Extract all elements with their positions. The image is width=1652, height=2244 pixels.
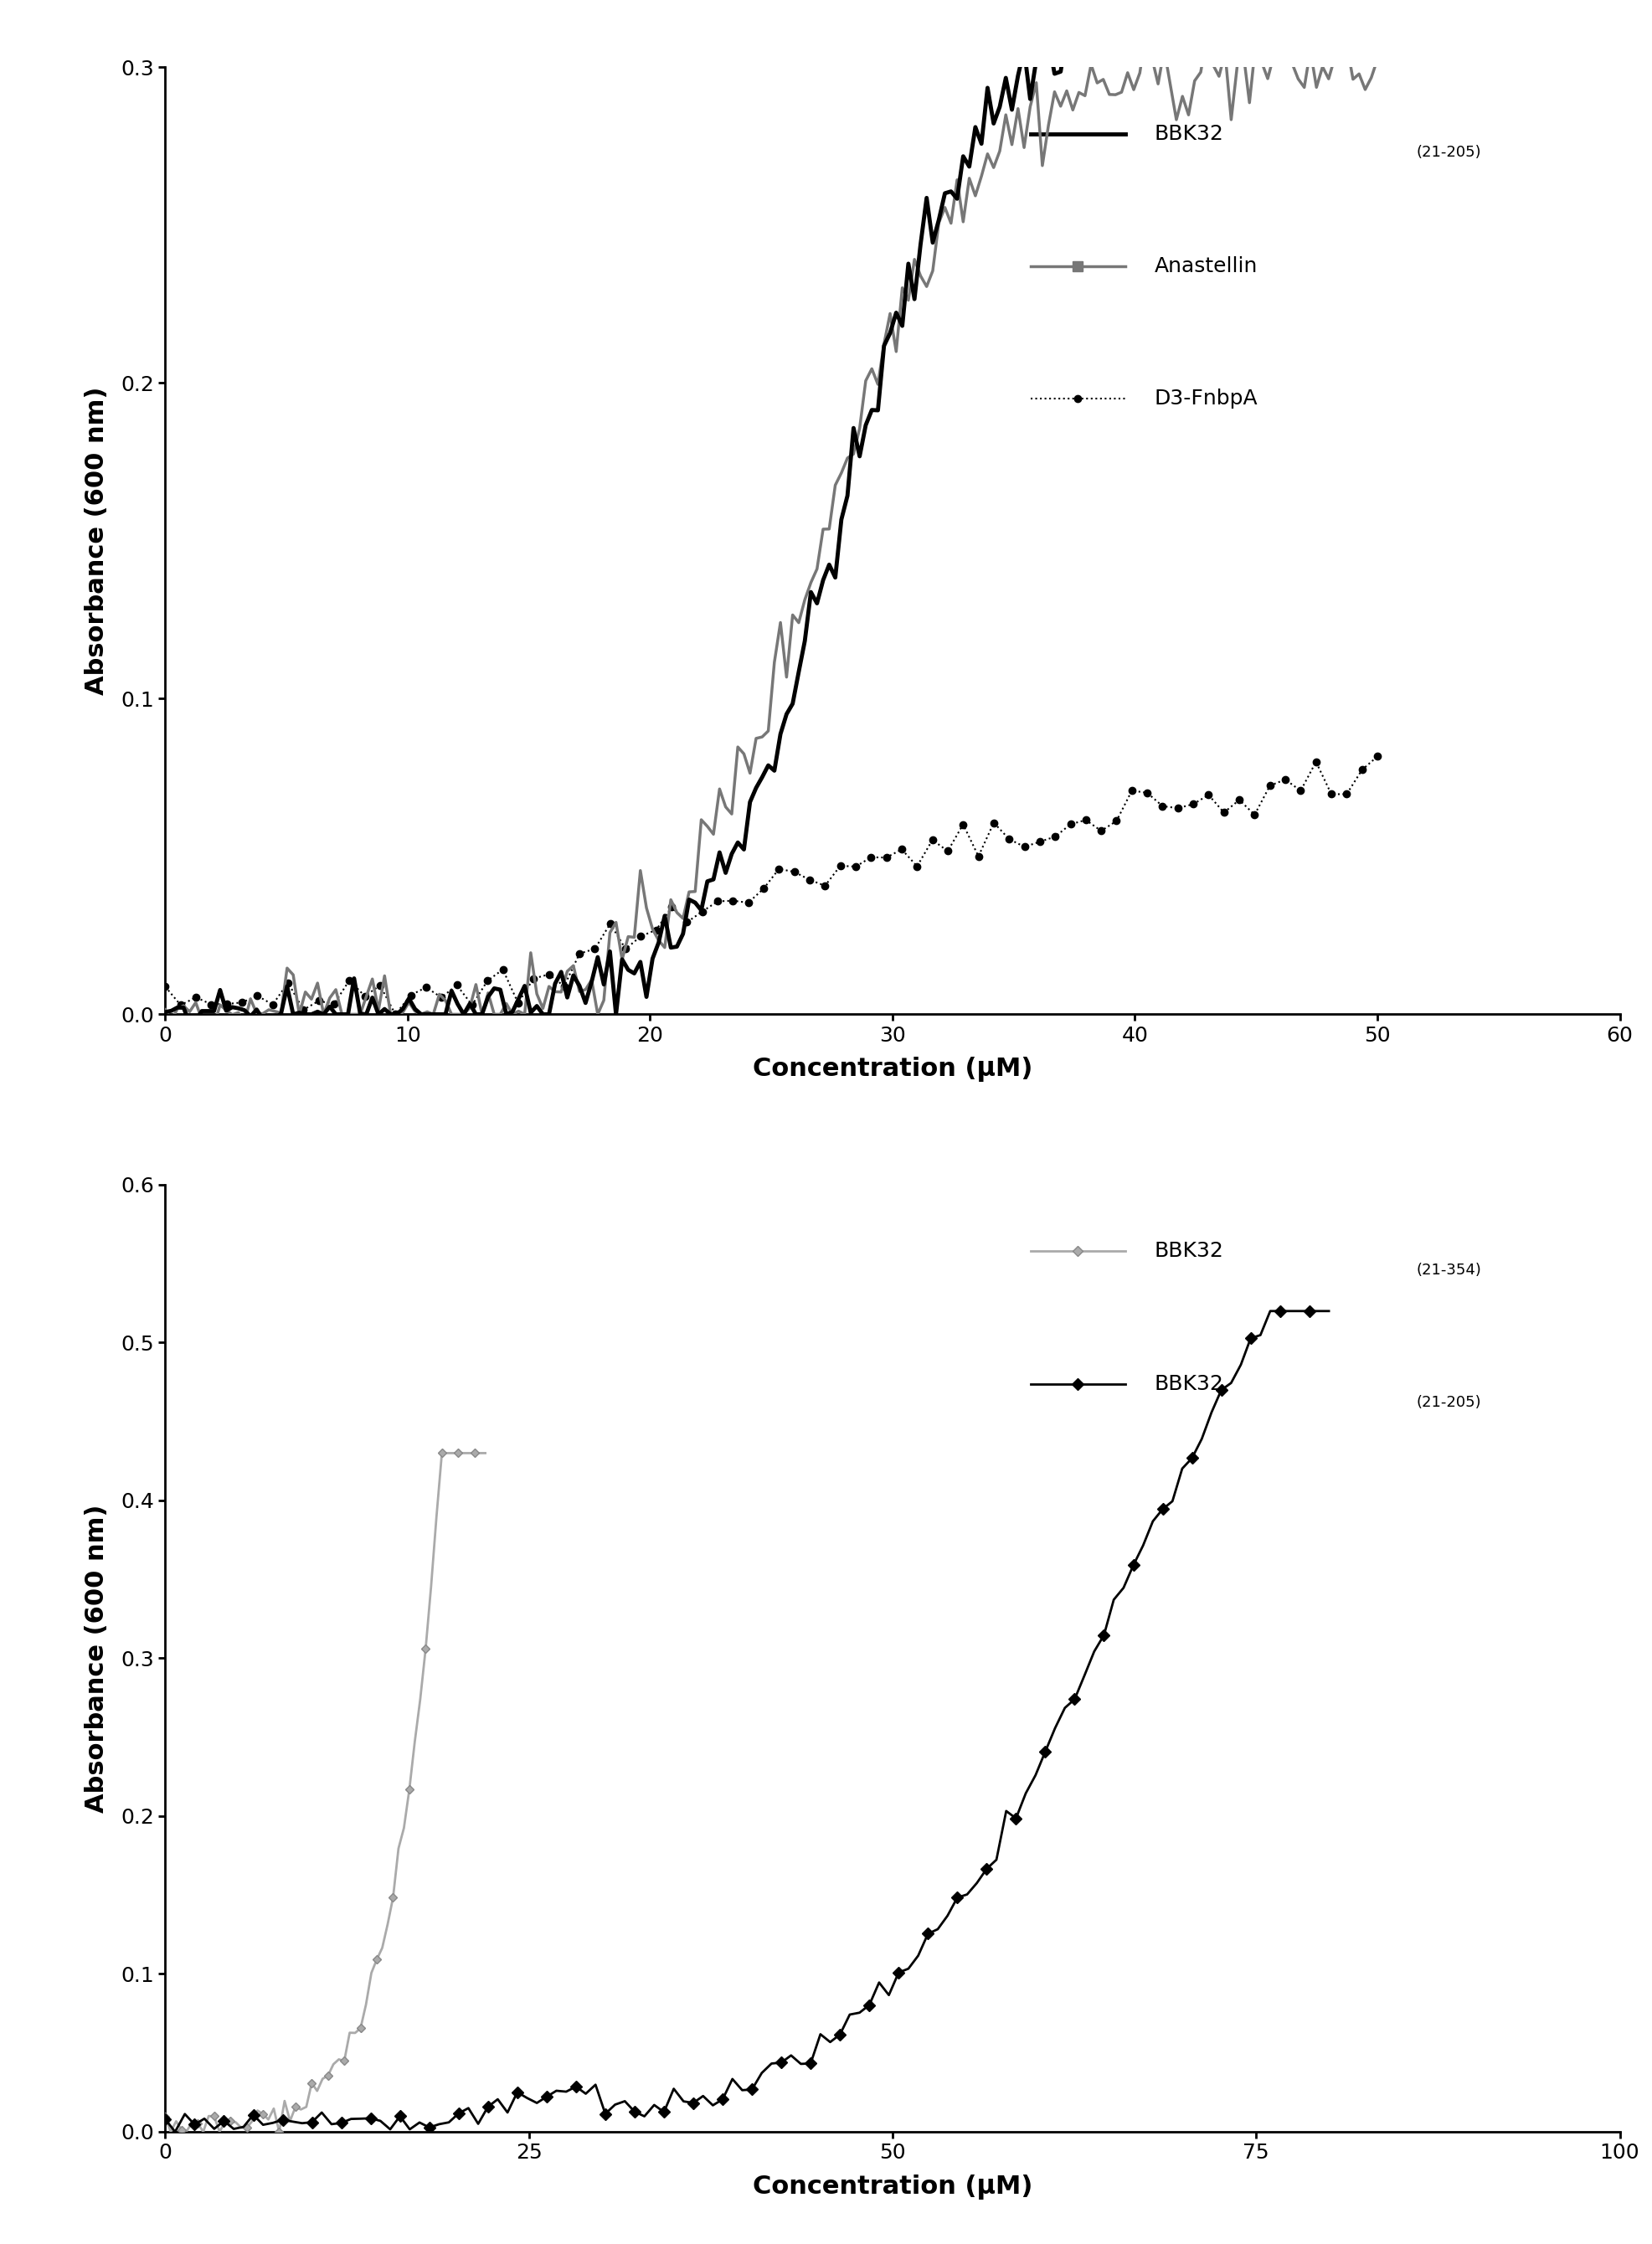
Text: (21-205): (21-205) (1416, 146, 1480, 159)
Text: BBK32: BBK32 (1153, 1241, 1222, 1261)
X-axis label: Concentration (μM): Concentration (μM) (752, 2174, 1032, 2199)
Text: BBK32: BBK32 (1153, 1373, 1222, 1394)
X-axis label: Concentration (μM): Concentration (μM) (752, 1057, 1032, 1082)
Y-axis label: Absorbance (600 nm): Absorbance (600 nm) (84, 386, 109, 696)
Y-axis label: Absorbance (600 nm): Absorbance (600 nm) (84, 1503, 109, 1813)
Text: (21-354): (21-354) (1416, 1263, 1480, 1277)
Text: BBK32: BBK32 (1153, 123, 1222, 144)
Text: D3-FnbpA: D3-FnbpA (1153, 388, 1257, 408)
Text: Fig. 2A: Fig. 2A (843, 1185, 942, 1210)
Text: Anastellin: Anastellin (1153, 256, 1257, 276)
Text: (21-205): (21-205) (1416, 1396, 1480, 1409)
